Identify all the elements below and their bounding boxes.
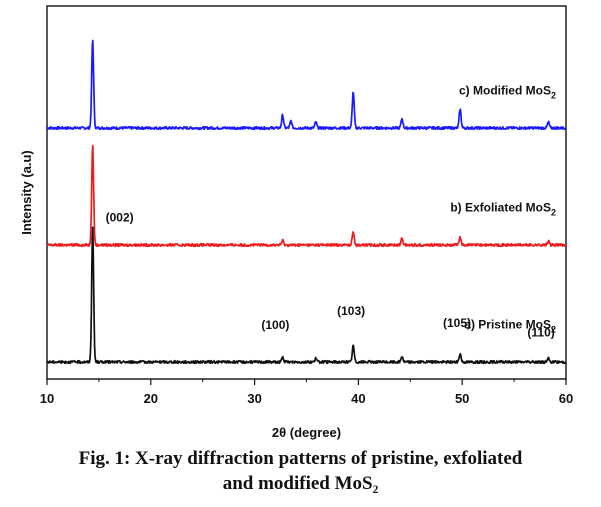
series-label-3: a) Pristine MoS2 [464, 318, 556, 335]
caption-line-1: Fig. 1: X-ray diffraction patterns of pr… [78, 448, 523, 469]
x-tick-label-50: 50 [455, 391, 469, 406]
peak-label-2: (100) [261, 318, 289, 332]
peak-annotations: (002) (100) (103) (105) (110) [106, 211, 555, 340]
series-line-3 [46, 226, 567, 365]
series-layer [46, 39, 567, 365]
series-labels: c) Modified MoS2 b) Exfoliated MoS2 a) Pri… [450, 84, 556, 335]
peak-label-4: (105) [443, 316, 471, 330]
x-tick-label-40: 40 [351, 391, 365, 406]
x-axis-title: 2θ (degree) [272, 425, 341, 440]
x-tick-label-20: 20 [144, 391, 158, 406]
figure-caption: Fig. 1: X-ray diffraction patterns of pr… [0, 446, 601, 496]
x-tick-label-30: 30 [247, 391, 261, 406]
x-tick-label-10: 10 [40, 391, 54, 406]
peak-label-5: (110) [527, 325, 554, 339]
series-label-1: c) Modified MoS2 [459, 84, 556, 101]
xrd-chart: 10 20 30 40 50 60 (002) (100) (103) (105) (110) c… [19, 5, 573, 440]
peak-label-1: (002) [106, 211, 134, 225]
y-axis-title: Intensity (a.u) [19, 150, 34, 235]
x-tick-label-60: 60 [559, 391, 573, 406]
series-line-1 [46, 39, 567, 131]
caption-line-2: and modified MoS₂ [222, 473, 379, 494]
series-label-2: b) Exfoliated MoS2 [450, 201, 556, 218]
peak-label-3: (103) [337, 304, 365, 318]
series-line-2 [46, 144, 567, 248]
x-axis-ticks: 10 20 30 40 50 60 [40, 379, 573, 406]
